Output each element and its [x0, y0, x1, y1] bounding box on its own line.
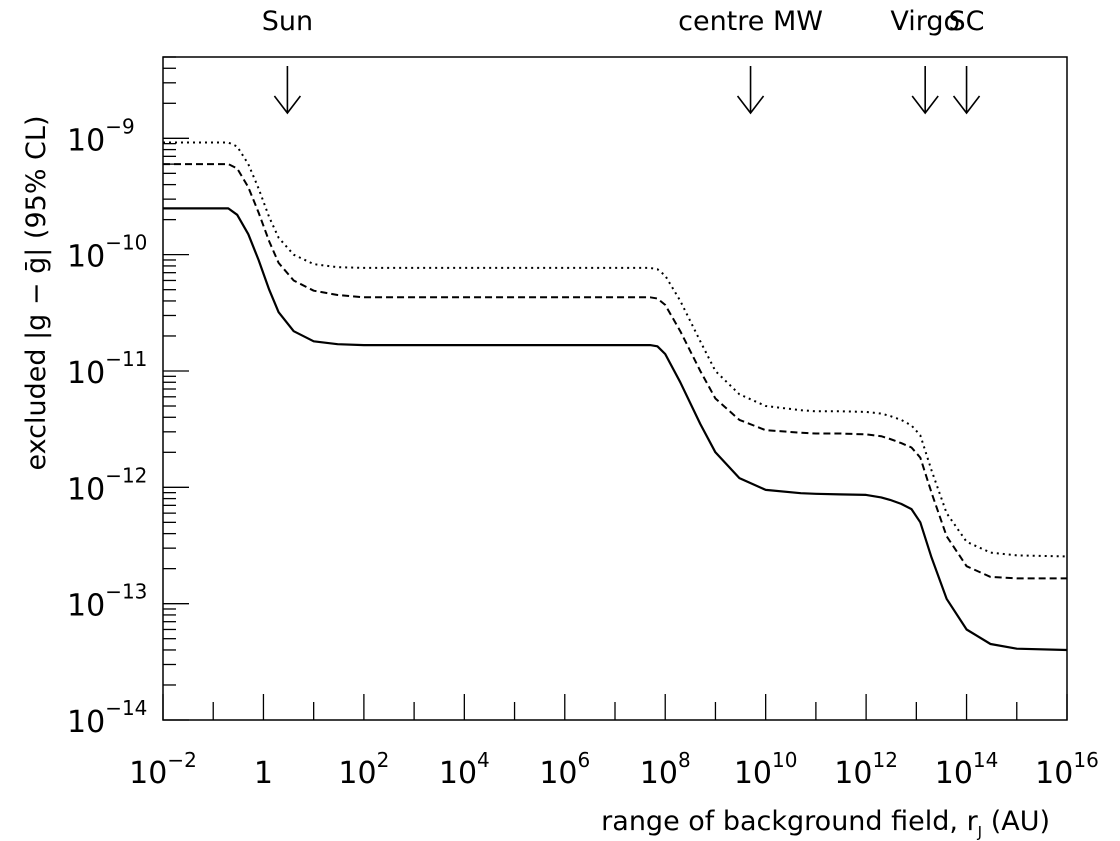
x-tick-label: 108: [640, 748, 691, 791]
x-tick-label-exponent: 4: [477, 748, 490, 772]
x-tick-label: 1012: [834, 748, 898, 791]
y-tick-label-exponent: −9: [105, 114, 134, 138]
x-axis-label-subscript: J: [977, 823, 982, 841]
x-axis-ticks: [162, 694, 1068, 720]
arrow-head: [736, 95, 765, 115]
y-tick-label-base: 10: [67, 123, 105, 158]
marker-arrow: [736, 66, 765, 115]
y-tick-label-exponent: −13: [105, 580, 147, 604]
x-tick-label: 1010: [734, 748, 798, 791]
marker-arrow: [273, 66, 302, 115]
x-tick-label-exponent: 8: [678, 748, 691, 772]
x-axis-label-unit: (AU): [982, 806, 1050, 837]
x-tick-label-exponent: 12: [872, 748, 897, 772]
y-tick-label-base: 10: [67, 589, 105, 624]
y-tick-label-base: 10: [67, 472, 105, 507]
x-tick-label-exponent: 2: [377, 748, 390, 772]
plot-frame: [162, 56, 1068, 721]
x-tick-label-exponent: 10: [772, 748, 797, 772]
y-tick-label-exponent: −14: [105, 696, 147, 720]
y-tick-label-base: 10: [67, 356, 105, 391]
y-axis-ticks: [163, 56, 189, 721]
x-tick-label-base: 10: [734, 756, 772, 791]
marker-label: Sun: [262, 6, 313, 37]
x-tick-label-base: 1: [254, 756, 273, 791]
series-line-dashed: [163, 163, 1067, 580]
x-tick-label-exponent: 14: [973, 748, 998, 772]
x-tick-label-base: 10: [439, 756, 477, 791]
series-group: [163, 141, 1068, 652]
x-axis-tick-labels: 10−2 1 102 104 106 108 1010 1012 1014 1016: [129, 748, 1099, 791]
x-axis-label: range of background field, rJ (AU): [601, 806, 1050, 841]
y-tick-label: 10−11: [67, 347, 147, 391]
x-tick-label-exponent: −2: [167, 748, 196, 772]
x-tick-label: 102: [338, 748, 389, 791]
arrow-head: [911, 95, 939, 115]
x-tick-label: 1: [254, 756, 273, 791]
x-tick-label-base: 10: [834, 756, 872, 791]
marker-label: centre MW: [678, 6, 823, 37]
y-tick-label: 10−12: [67, 463, 147, 507]
y-tick-label: 10−14: [67, 696, 147, 740]
x-tick-label: 10−2: [129, 748, 197, 791]
y-tick-label-base: 10: [67, 240, 105, 275]
x-tick-label: 1016: [1035, 748, 1099, 791]
series-line-dotted: [163, 141, 1068, 558]
marker-label: Virgo: [890, 6, 960, 37]
x-tick-label: 106: [539, 748, 590, 791]
y-tick-label-exponent: −11: [105, 347, 147, 371]
y-tick-label: 10−9: [67, 114, 135, 158]
x-tick-label-base: 10: [539, 756, 577, 791]
x-tick-label-base: 10: [129, 756, 167, 791]
x-tick-label: 1014: [935, 748, 999, 791]
y-tick-label-base: 10: [67, 705, 105, 740]
x-tick-label: 104: [439, 748, 490, 791]
series-line-solid: [163, 207, 1068, 652]
arrow-head: [273, 95, 302, 115]
marker-label: SC: [949, 6, 985, 37]
y-tick-label-exponent: −12: [105, 463, 147, 487]
y-tick-label: 10−13: [67, 580, 147, 624]
y-tick-label: 10−10: [67, 231, 147, 275]
x-tick-label-exponent: 6: [578, 748, 591, 772]
y-tick-label-exponent: −10: [105, 231, 147, 255]
y-axis-label: excluded |g − ḡ| (95% CL): [21, 116, 52, 471]
marker-arrow: [952, 66, 981, 115]
x-tick-label-exponent: 16: [1073, 748, 1098, 772]
x-tick-label-base: 10: [640, 756, 678, 791]
x-tick-label-base: 10: [1035, 756, 1073, 791]
marker-arrow: [911, 66, 939, 115]
x-tick-label-base: 10: [935, 756, 973, 791]
x-tick-label-base: 10: [338, 756, 376, 791]
arrow-head: [952, 95, 981, 115]
